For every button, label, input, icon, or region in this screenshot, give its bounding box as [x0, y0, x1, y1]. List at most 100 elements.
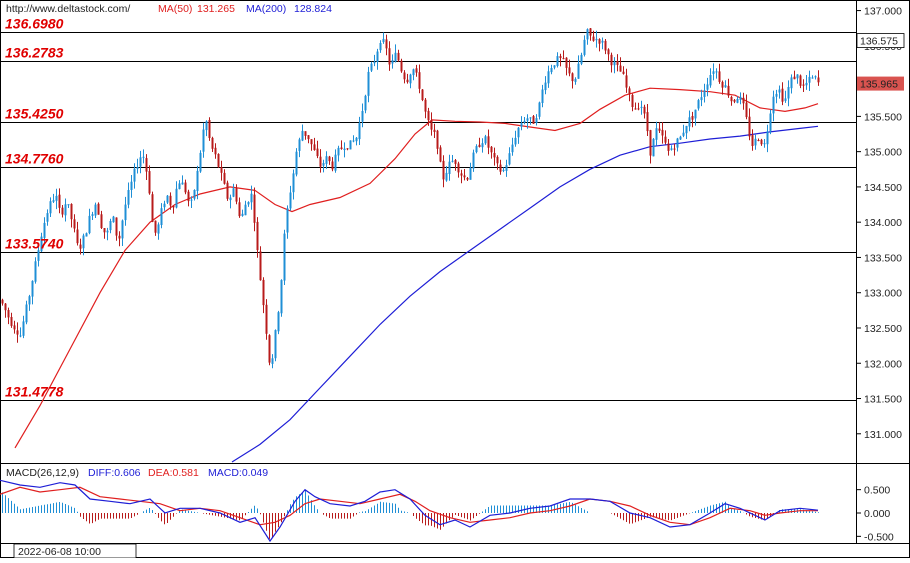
price-tick-label: 133.500	[864, 252, 902, 264]
candle-body	[52, 200, 55, 202]
candle-body	[496, 156, 499, 164]
candle-body	[700, 97, 703, 101]
candle-body	[466, 178, 469, 180]
candle-body	[736, 99, 739, 103]
candle-body	[541, 89, 544, 103]
candle-body	[673, 148, 676, 150]
candle-body	[274, 330, 277, 359]
candle-body	[67, 204, 70, 206]
candle-body	[445, 172, 448, 181]
candle-body	[610, 54, 613, 66]
site-url[interactable]: http://www.deltastock.com/	[6, 3, 130, 15]
candle-body	[517, 127, 520, 138]
level-labels: 136.6980 136.2783 135.4250 134.7760 133.5740…	[5, 16, 64, 400]
candle-body	[7, 310, 10, 318]
candle-body	[4, 303, 7, 311]
candle-body	[205, 121, 208, 131]
candle-body	[514, 137, 517, 145]
candle-body	[391, 60, 394, 64]
candle-body	[460, 173, 463, 176]
candle-body	[778, 89, 781, 93]
candle-body	[430, 120, 433, 130]
candle-body	[433, 129, 436, 132]
candle-body	[646, 112, 649, 132]
candle-body	[13, 325, 16, 330]
candle-body	[328, 156, 331, 162]
candle-body	[394, 52, 397, 62]
candle-body	[457, 163, 460, 173]
candle-body	[559, 56, 562, 58]
candle-body	[349, 140, 352, 150]
candle-body	[139, 157, 142, 167]
candle-body	[319, 156, 322, 167]
candle-body	[145, 158, 148, 172]
candle-body	[448, 161, 451, 174]
candle-body	[118, 235, 121, 239]
candle-body	[625, 75, 628, 88]
candle-body	[748, 116, 751, 137]
candle-body	[376, 51, 379, 62]
candle-body	[472, 152, 475, 169]
candle-body	[532, 116, 535, 124]
candle-body	[28, 296, 31, 305]
candle-body	[439, 147, 442, 162]
candle-body	[730, 96, 733, 102]
candle-body	[649, 130, 652, 156]
candle-body	[412, 69, 415, 76]
candle-body	[292, 173, 295, 193]
candle-body	[361, 111, 364, 122]
candle-body	[421, 89, 424, 100]
candle-body	[121, 220, 124, 239]
candle-body	[211, 137, 214, 149]
candle-body	[262, 279, 265, 306]
candle-body	[682, 132, 685, 136]
level-label: 135.4250	[5, 106, 64, 122]
candle-body	[160, 208, 163, 225]
candle-body	[586, 29, 589, 40]
candle-body	[37, 250, 40, 261]
candle-body	[508, 153, 511, 165]
candle-body	[601, 40, 604, 43]
candle-body	[400, 60, 403, 72]
candle-body	[604, 40, 607, 51]
candle-body	[190, 199, 193, 201]
candle-body	[526, 118, 529, 121]
candle-body	[613, 61, 616, 66]
candle-body	[76, 229, 79, 244]
candle-body	[538, 102, 541, 117]
candle-body	[223, 172, 226, 184]
candle-body	[580, 54, 583, 64]
candle-body	[382, 38, 385, 43]
candle-body	[109, 221, 112, 231]
candle-body	[688, 117, 691, 127]
candle-body	[352, 140, 355, 142]
candle-body	[187, 191, 190, 202]
macd-axis: 0.500 0.000 -0.500	[856, 485, 894, 543]
candle-body	[49, 201, 52, 214]
candle-body	[727, 85, 730, 96]
price-tick-label: 135.500	[864, 111, 902, 123]
candle-body	[334, 154, 337, 171]
macd-pane	[0, 479, 819, 543]
candle-body	[151, 194, 154, 222]
candle-body	[616, 61, 619, 65]
candle-body	[751, 135, 754, 146]
candle-body	[811, 77, 814, 79]
candle-body	[355, 137, 358, 142]
candle-body	[289, 192, 292, 209]
candle-body	[589, 28, 592, 36]
candle-body	[715, 71, 718, 73]
candle-body	[358, 122, 361, 140]
level-label: 136.6980	[5, 16, 64, 32]
level-label: 131.4778	[5, 384, 64, 400]
candle-body	[340, 147, 343, 149]
candle-body	[691, 116, 694, 120]
macd-tick-label: 0.000	[864, 508, 890, 520]
macd-diff-value: DIFF:0.606	[88, 467, 141, 479]
candle-body	[238, 202, 241, 217]
candle-body	[511, 144, 514, 153]
candle-body	[442, 160, 445, 180]
candle-body	[694, 109, 697, 119]
